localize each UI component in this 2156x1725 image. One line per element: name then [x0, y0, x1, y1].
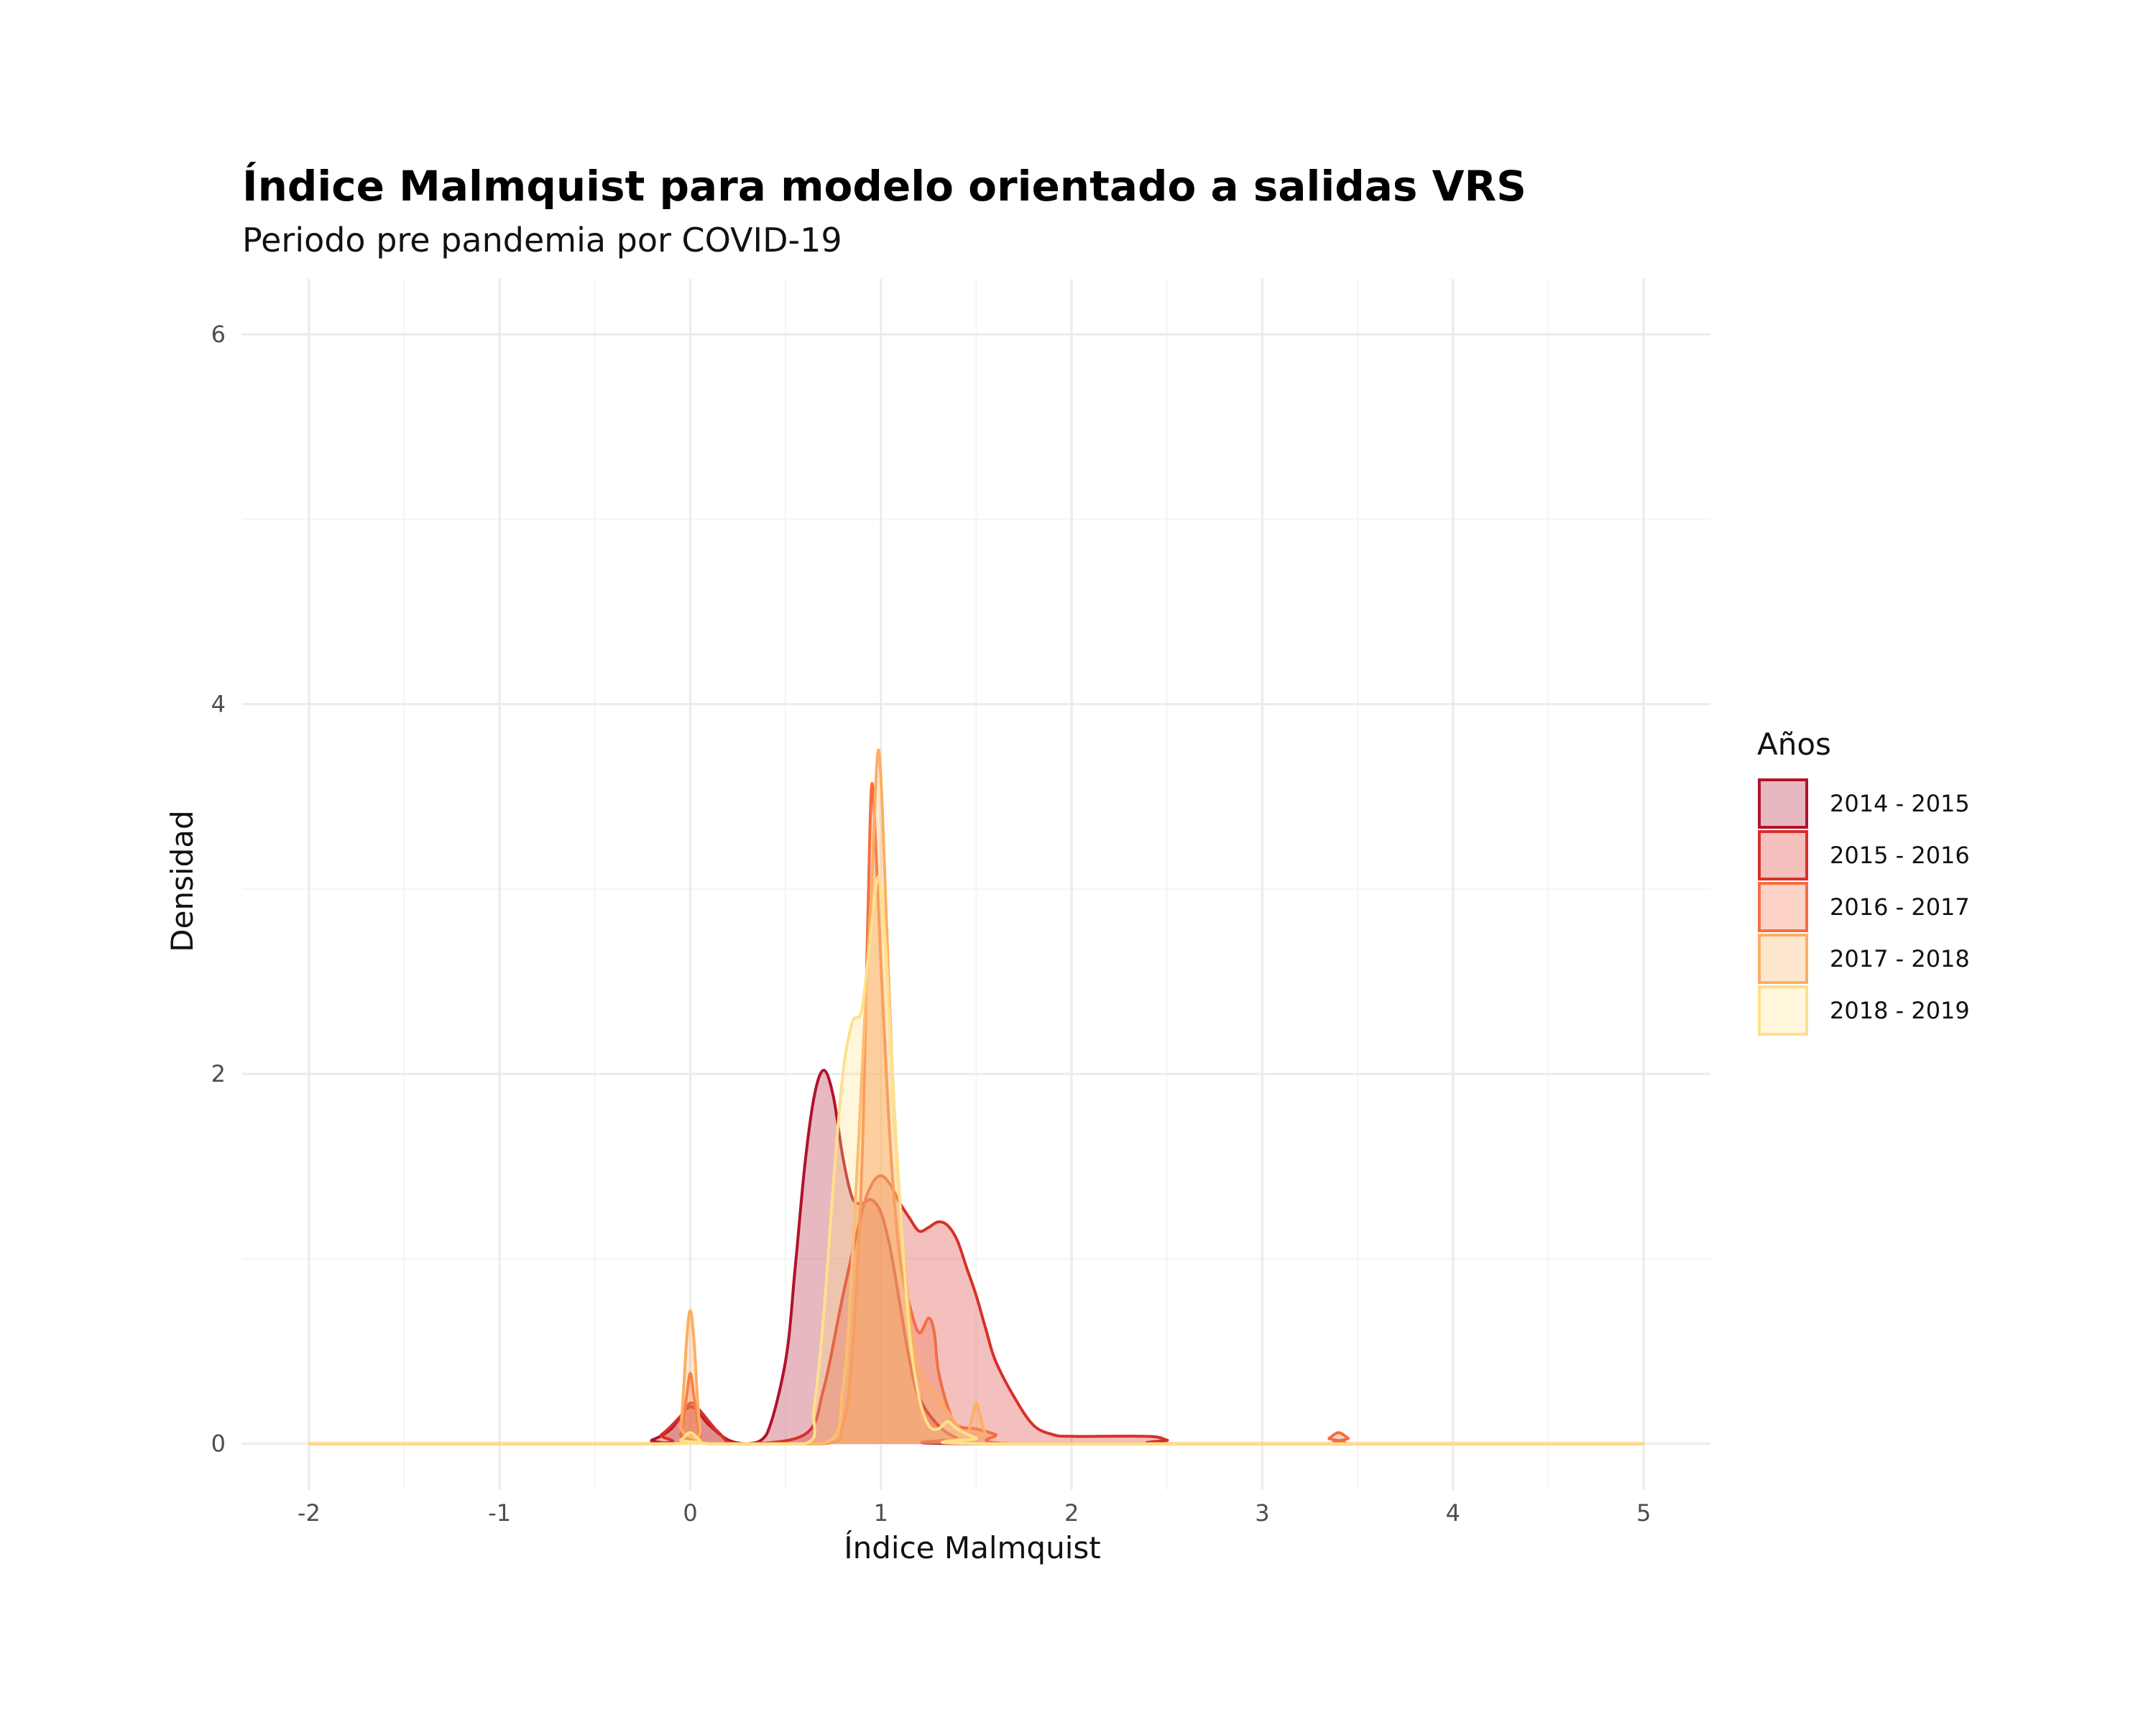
- legend-label: 2016 - 2017: [1830, 893, 1970, 921]
- legend-label: 2017 - 2018: [1830, 945, 1970, 972]
- legend-label: 2018 - 2019: [1830, 997, 1970, 1024]
- legend-item: 2015 - 2016: [1758, 830, 1970, 880]
- legend-item: 2018 - 2019: [1758, 985, 1970, 1036]
- y-tick-label: 2: [211, 1060, 226, 1087]
- legend-swatch: [1758, 934, 1808, 984]
- density-line-4: [308, 748, 1644, 1445]
- legend-swatch: [1758, 985, 1808, 1036]
- legend-swatch: [1758, 830, 1808, 880]
- legend-label: 2015 - 2016: [1830, 842, 1970, 869]
- x-tick-label: -1: [488, 1499, 511, 1527]
- legend-label: 2014 - 2015: [1830, 790, 1970, 817]
- density-area-2: [308, 1175, 1644, 1444]
- legend-title: Años: [1757, 727, 1831, 762]
- x-axis-title: Índice Malmquist: [844, 1530, 1100, 1565]
- legend-item: 2016 - 2017: [1758, 882, 1970, 932]
- density-line-5: [308, 875, 1644, 1445]
- legend-swatch: [1758, 778, 1808, 829]
- legend-item: 2014 - 2015: [1758, 778, 1970, 829]
- x-tick-label: 1: [874, 1499, 888, 1527]
- legend-swatch: [1758, 882, 1808, 932]
- density-areas: [308, 748, 1644, 1445]
- chart-subtitle: Periodo pre pandemia por COVID-19: [242, 221, 842, 259]
- y-tick-label: 0: [211, 1430, 226, 1458]
- y-tick-label: 4: [211, 691, 226, 718]
- x-tick-label: 0: [683, 1499, 697, 1527]
- legend: Años 2014 - 2015 2015 - 2016 2016 - 2017 20…: [1757, 727, 1970, 1036]
- x-tick-label: 5: [1636, 1499, 1651, 1527]
- legend-item: 2017 - 2018: [1758, 934, 1970, 984]
- x-tick-label: -2: [298, 1499, 321, 1527]
- x-axis-ticks: -2 -1 0 1 2 3 4 5: [298, 1499, 1651, 1527]
- x-tick-label: 3: [1255, 1499, 1269, 1527]
- y-axis-title: Densidad: [165, 810, 200, 952]
- chart-title: Índice Malmquist para modelo orientado a…: [242, 161, 1526, 211]
- x-tick-label: 4: [1446, 1499, 1460, 1527]
- y-axis-ticks: 0 2 4 6: [211, 321, 226, 1458]
- y-tick-label: 6: [211, 321, 226, 348]
- x-tick-label: 2: [1064, 1499, 1079, 1527]
